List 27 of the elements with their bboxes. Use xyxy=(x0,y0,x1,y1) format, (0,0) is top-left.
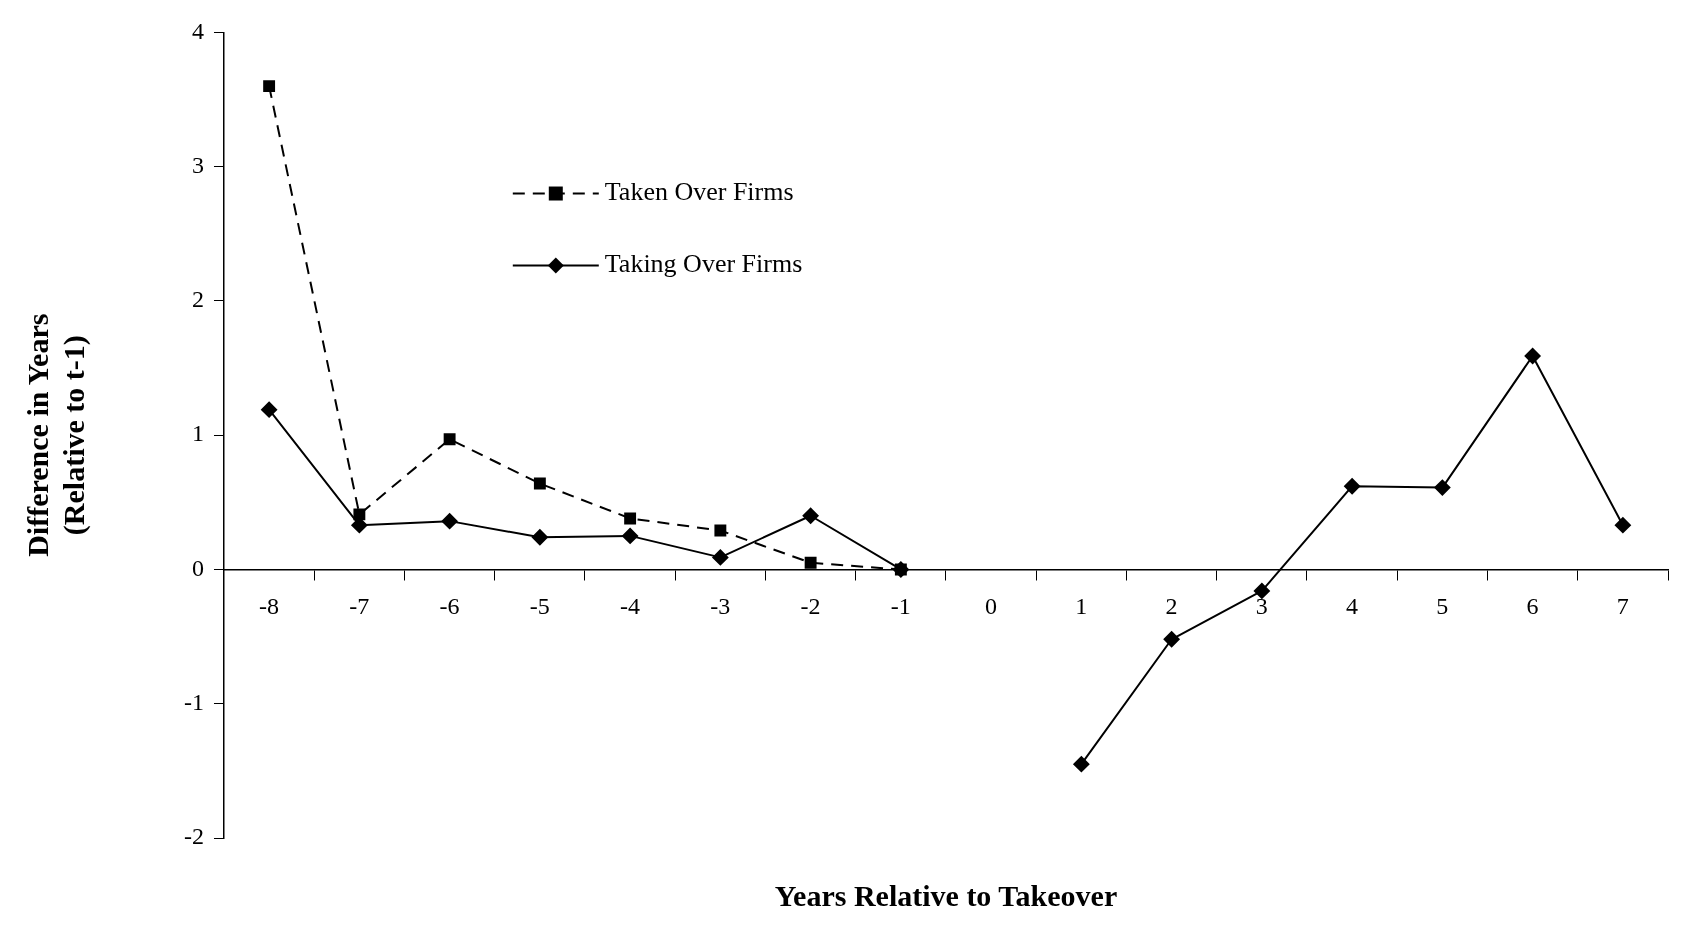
x-tick-label: -1 xyxy=(890,593,911,620)
x-axis-title: Years Relative to Takeover xyxy=(774,878,1118,912)
y-tick-label: 1 xyxy=(191,420,204,447)
x-tick-label: -7 xyxy=(349,593,370,620)
x-tick-label: -4 xyxy=(620,593,641,620)
x-tick-label: 0 xyxy=(985,593,998,620)
y-tick-label: 2 xyxy=(191,286,204,313)
x-tick-label: 1 xyxy=(1075,593,1088,620)
x-tick-label: -3 xyxy=(710,593,731,620)
x-tick-label: 4 xyxy=(1346,593,1359,620)
x-tick-label: 3 xyxy=(1255,593,1268,620)
x-tick-label: -6 xyxy=(439,593,460,620)
y-axis-title: Difference in Years (Relative to t-1) xyxy=(20,313,91,557)
legend-label: Taken Over Firms xyxy=(604,177,794,207)
y-tick-label: 3 xyxy=(191,151,204,178)
x-tick-label: 2 xyxy=(1165,593,1178,620)
y-tick-label: -2 xyxy=(183,823,204,850)
x-tick-label: -5 xyxy=(529,593,550,620)
x-tick-label: -2 xyxy=(800,593,821,620)
legend-label: Taking Over Firms xyxy=(604,249,803,279)
x-tick-label: -8 xyxy=(259,593,280,620)
y-tick-label: 4 xyxy=(191,17,204,44)
y-tick-label: -1 xyxy=(183,689,204,716)
x-tick-label: 6 xyxy=(1526,593,1539,620)
x-tick-label: 5 xyxy=(1436,593,1449,620)
x-tick-label: 7 xyxy=(1616,593,1629,620)
y-tick-label: 0 xyxy=(191,554,204,581)
